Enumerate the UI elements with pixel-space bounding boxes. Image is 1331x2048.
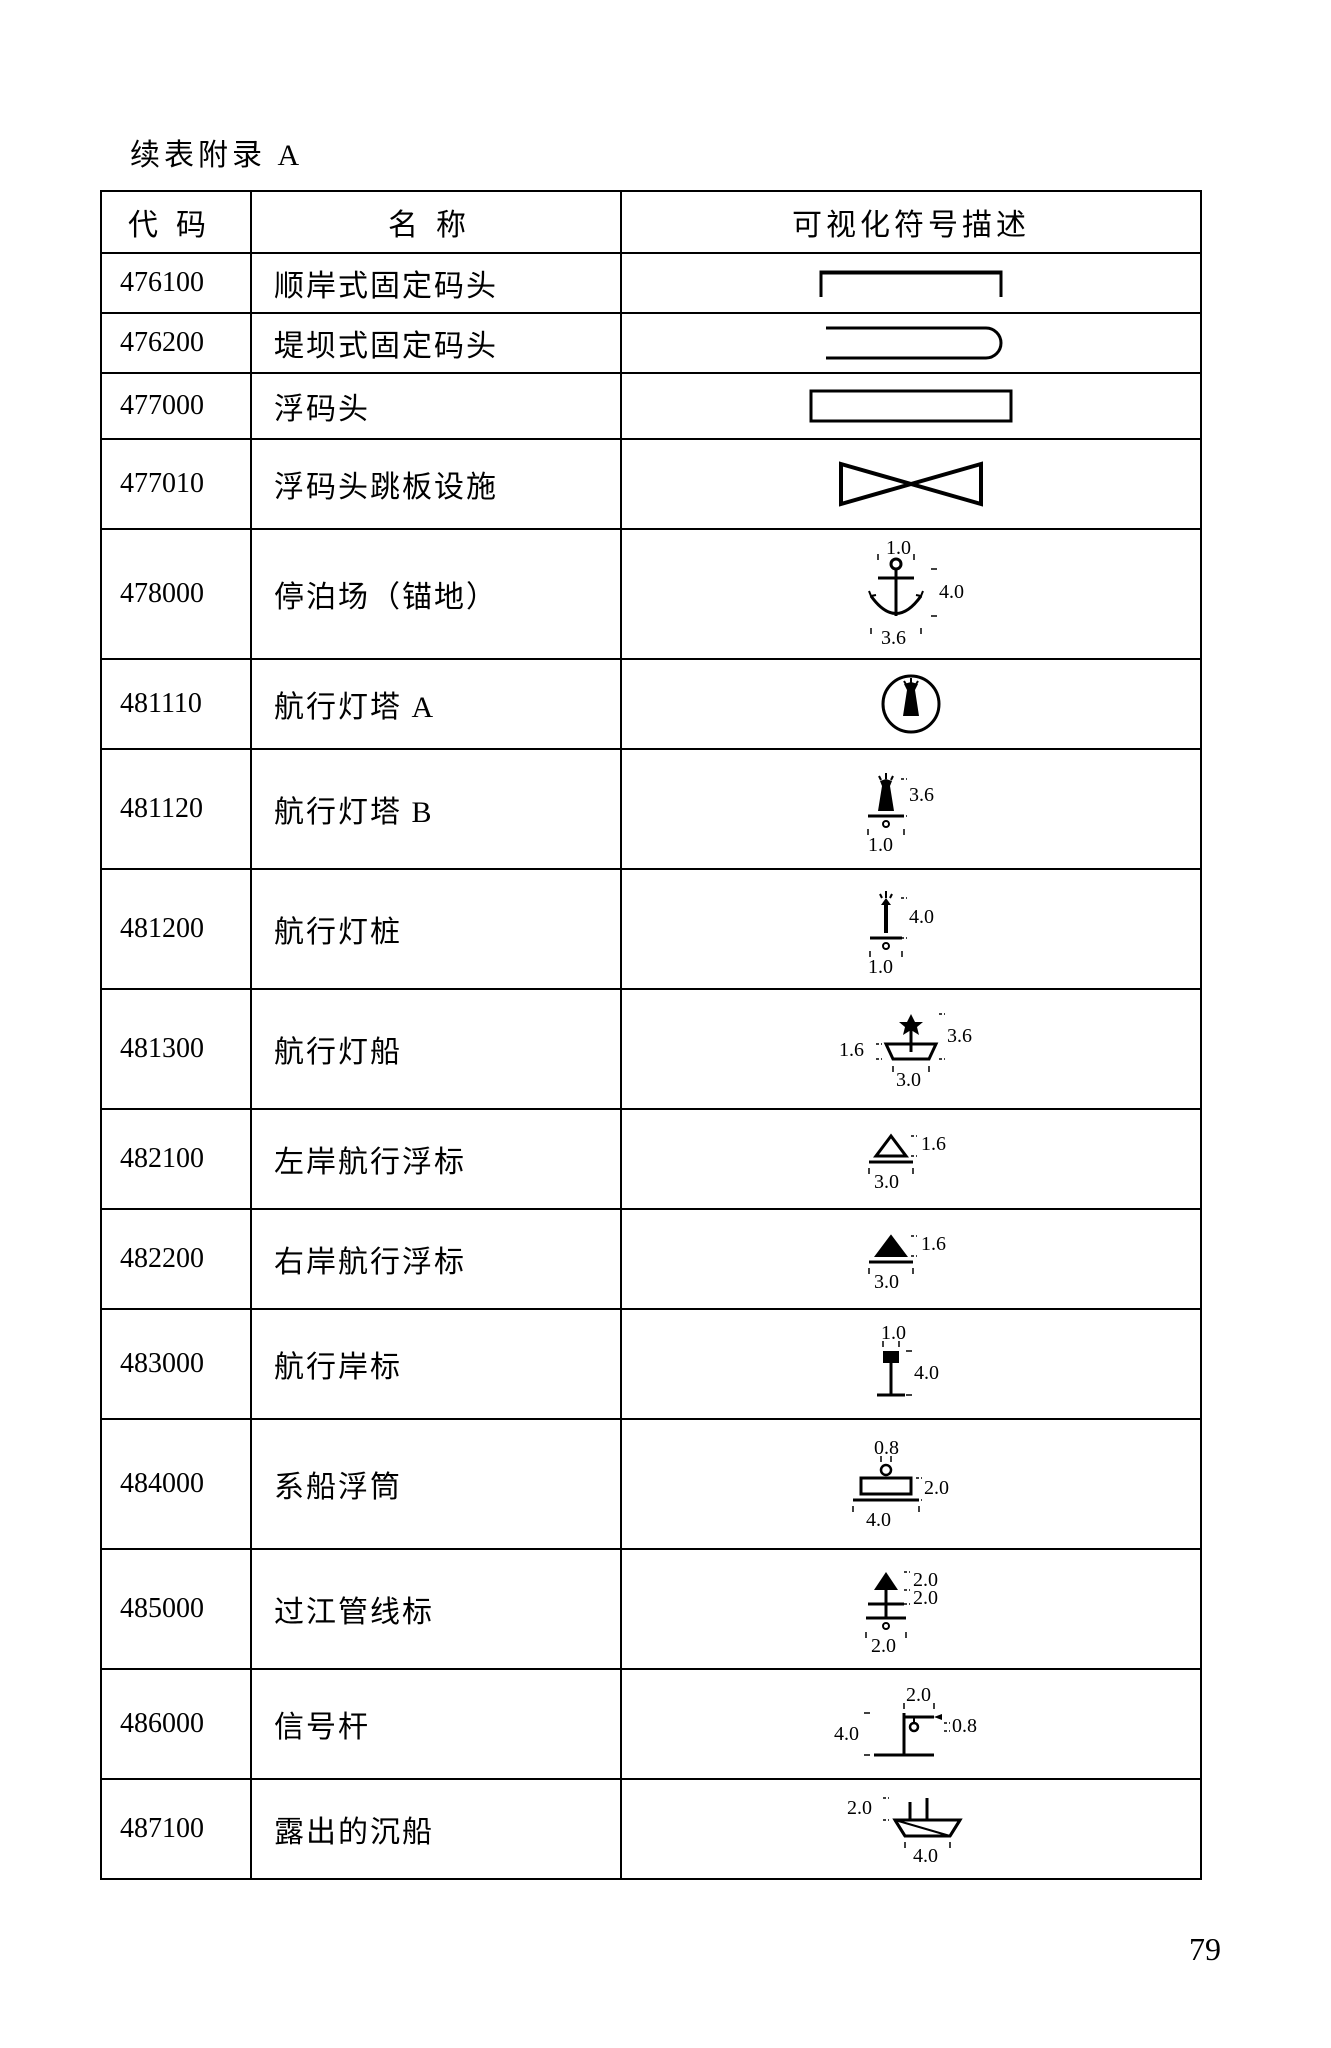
- name-cell: 浮码头: [251, 373, 621, 439]
- name-cell: 航行灯塔 A: [251, 659, 621, 749]
- name-cell: 左岸航行浮标: [251, 1109, 621, 1209]
- code-cell: 481200: [101, 869, 251, 989]
- name-cell: 露出的沉船: [251, 1779, 621, 1879]
- sym-482200-icon: [836, 1224, 986, 1294]
- sym-481110-icon: [871, 664, 951, 744]
- code-cell: 486000: [101, 1669, 251, 1779]
- symbol-cell: [621, 1669, 1201, 1779]
- symbol-cell: [621, 1419, 1201, 1549]
- sym-483000-icon: [846, 1321, 976, 1407]
- code-cell: 482200: [101, 1209, 251, 1309]
- sym-476100-icon: [801, 263, 1021, 303]
- table-row: 481110航行灯塔 A: [101, 659, 1201, 749]
- name-cell: 过江管线标: [251, 1549, 621, 1669]
- table-row: 481200航行灯桩: [101, 869, 1201, 989]
- col-head-desc: 可视化符号描述: [621, 191, 1201, 253]
- symbol-table: 代码 名称 可视化符号描述 476100顺岸式固定码头476200堤坝式固定码头…: [100, 190, 1202, 1880]
- name-cell: 停泊场（锚地）: [251, 529, 621, 659]
- symbol-cell: [621, 253, 1201, 313]
- sym-477000-icon: [791, 379, 1031, 433]
- sym-482100-icon: [836, 1124, 986, 1194]
- symbol-cell: [621, 1309, 1201, 1419]
- symbol-cell: [621, 1549, 1201, 1669]
- symbol-cell: [621, 659, 1201, 749]
- name-cell: 右岸航行浮标: [251, 1209, 621, 1309]
- symbol-cell: [621, 1209, 1201, 1309]
- code-cell: 482100: [101, 1109, 251, 1209]
- name-cell: 航行灯塔 B: [251, 749, 621, 869]
- symbol-cell: [621, 313, 1201, 373]
- table-header-row: 代码 名称 可视化符号描述: [101, 191, 1201, 253]
- sym-486000-icon: [811, 1683, 1011, 1765]
- sym-487100-icon: [821, 1788, 1001, 1870]
- code-cell: 484000: [101, 1419, 251, 1549]
- page-title: 续表附录 A: [130, 130, 1241, 174]
- table-row: 481120航行灯塔 B: [101, 749, 1201, 869]
- name-cell: 顺岸式固定码头: [251, 253, 621, 313]
- name-cell: 浮码头跳板设施: [251, 439, 621, 529]
- table-row: 477010浮码头跳板设施: [101, 439, 1201, 529]
- symbol-cell: [621, 869, 1201, 989]
- code-cell: 477000: [101, 373, 251, 439]
- code-cell: 487100: [101, 1779, 251, 1879]
- table-row: 487100露出的沉船: [101, 1779, 1201, 1879]
- code-cell: 481120: [101, 749, 251, 869]
- name-cell: 信号杆: [251, 1669, 621, 1779]
- code-cell: 477010: [101, 439, 251, 529]
- sym-485000-icon: [836, 1560, 986, 1658]
- col-head-code: 代码: [101, 191, 251, 253]
- table-row: 484000系船浮筒: [101, 1419, 1201, 1549]
- table-row: 485000过江管线标: [101, 1549, 1201, 1669]
- sym-481300-icon: [811, 1004, 1011, 1094]
- table-row: 482200右岸航行浮标: [101, 1209, 1201, 1309]
- code-cell: 485000: [101, 1549, 251, 1669]
- sym-481120-icon: [846, 761, 976, 857]
- table-row: 476100顺岸式固定码头: [101, 253, 1201, 313]
- symbol-cell: [621, 439, 1201, 529]
- sym-476200-icon: [806, 316, 1016, 370]
- code-cell: 478000: [101, 529, 251, 659]
- page: 续表附录 A 代码 名称 可视化符号描述 476100顺岸式固定码头476200…: [0, 0, 1331, 2048]
- sym-481200-icon: [846, 879, 976, 979]
- code-cell: 483000: [101, 1309, 251, 1419]
- table-row: 477000浮码头: [101, 373, 1201, 439]
- table-row: 481300航行灯船: [101, 989, 1201, 1109]
- name-cell: 航行灯桩: [251, 869, 621, 989]
- symbol-cell: [621, 1779, 1201, 1879]
- code-cell: 481300: [101, 989, 251, 1109]
- symbol-cell: [621, 989, 1201, 1109]
- sym-477010-icon: [811, 452, 1011, 516]
- table-row: 482100左岸航行浮标: [101, 1109, 1201, 1209]
- page-number: 79: [1189, 1931, 1221, 1968]
- code-cell: 481110: [101, 659, 251, 749]
- symbol-cell: [621, 749, 1201, 869]
- table-row: 486000信号杆: [101, 1669, 1201, 1779]
- name-cell: 堤坝式固定码头: [251, 313, 621, 373]
- col-head-name: 名称: [251, 191, 621, 253]
- symbol-cell: [621, 529, 1201, 659]
- table-row: 476200堤坝式固定码头: [101, 313, 1201, 373]
- sym-484000-icon: [826, 1436, 996, 1532]
- name-cell: 航行灯船: [251, 989, 621, 1109]
- symbol-cell: [621, 1109, 1201, 1209]
- name-cell: 系船浮筒: [251, 1419, 621, 1549]
- symbol-cell: [621, 373, 1201, 439]
- table-row: 478000停泊场（锚地）: [101, 529, 1201, 659]
- code-cell: 476200: [101, 313, 251, 373]
- table-row: 483000航行岸标: [101, 1309, 1201, 1419]
- code-cell: 476100: [101, 253, 251, 313]
- sym-478000-icon: [826, 538, 996, 650]
- name-cell: 航行岸标: [251, 1309, 621, 1419]
